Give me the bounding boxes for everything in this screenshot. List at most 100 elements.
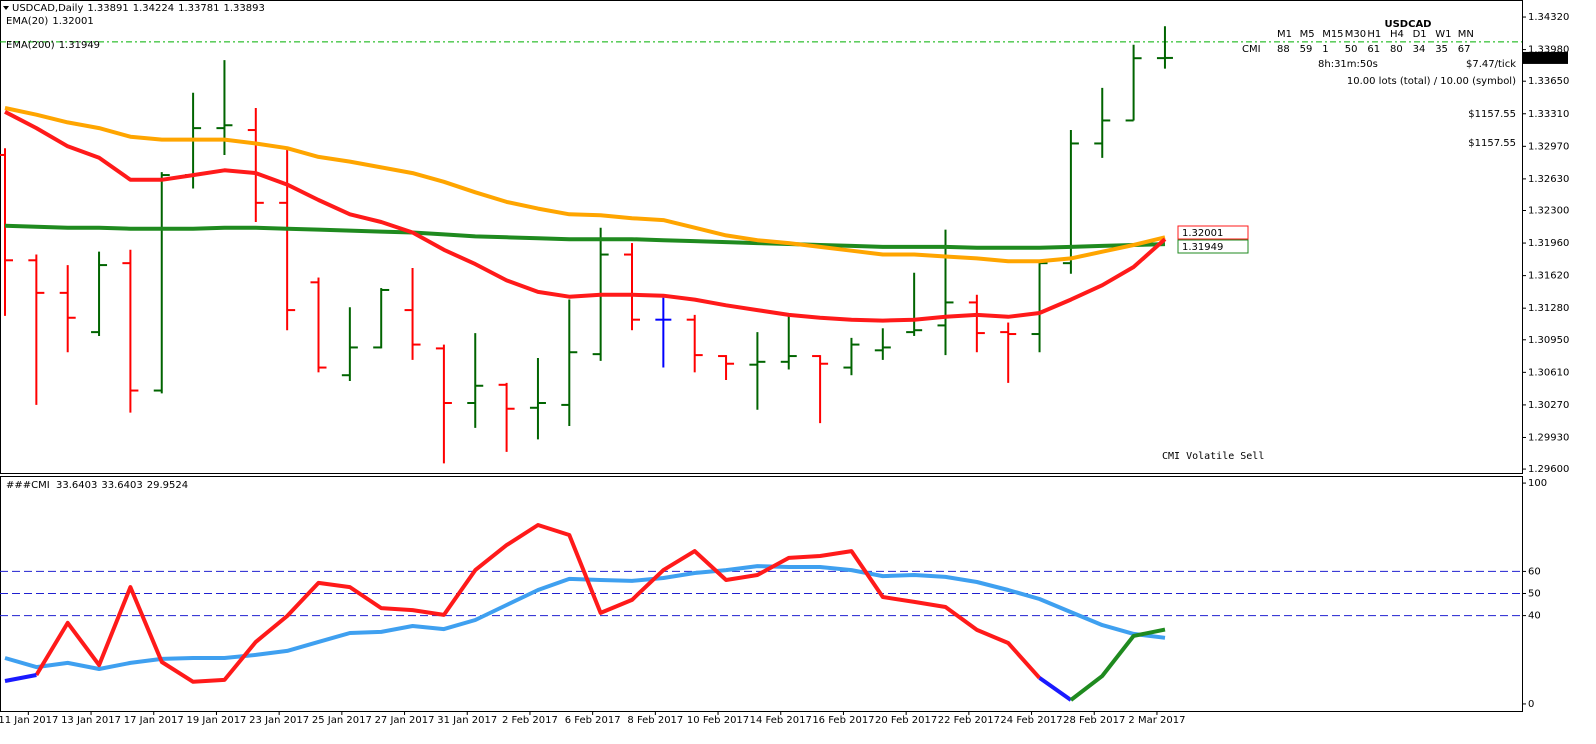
y-tick-label: 1.30950 bbox=[1528, 335, 1569, 346]
x-tick-label: 22 Feb 2017 bbox=[938, 715, 1000, 726]
header-part: 1.34224 bbox=[133, 3, 174, 14]
cmi-label: CMI bbox=[1242, 44, 1261, 55]
x-tick-label: 24 Feb 2017 bbox=[1000, 715, 1062, 726]
ema-value-label: 1.32001 bbox=[1182, 228, 1223, 239]
timeframe-label: M1 bbox=[1277, 29, 1292, 40]
y-tick-label: 1.32300 bbox=[1528, 205, 1569, 216]
x-tick-label: 25 Jan 2017 bbox=[312, 715, 372, 726]
ema-value-box bbox=[1177, 225, 1249, 240]
x-tick-label: 31 Jan 2017 bbox=[437, 715, 497, 726]
symbol-big: USDCAD bbox=[1384, 19, 1431, 30]
timeframe-label: M30 bbox=[1345, 29, 1366, 40]
x-tick-label: 20 Feb 2017 bbox=[875, 715, 937, 726]
indicator-value: 29.9524 bbox=[147, 480, 188, 491]
y-tick-label: 1.29600 bbox=[1528, 464, 1569, 475]
price-panel-frame bbox=[0, 0, 1523, 474]
cmi-line bbox=[4, 673, 1073, 702]
cmi-value: 88 bbox=[1277, 44, 1290, 55]
x-tick-label: 2 Feb 2017 bbox=[502, 715, 558, 726]
y-tick-label: 1.32630 bbox=[1528, 174, 1569, 185]
legend-name: EMA(200) bbox=[6, 40, 55, 51]
y-tick-label: 1.30270 bbox=[1528, 400, 1569, 411]
x-tick-label: 28 Feb 2017 bbox=[1063, 715, 1125, 726]
indicator-title: ###CMI bbox=[6, 480, 50, 491]
x-tick-label: 23 Jan 2017 bbox=[249, 715, 309, 726]
y-tick-label: 1.33650 bbox=[1528, 76, 1569, 87]
price-box-label: 1.33893 bbox=[1526, 53, 1567, 64]
y-tick-label: 0 bbox=[1528, 699, 1534, 710]
x-tick-label: 10 Feb 2017 bbox=[687, 715, 749, 726]
header-part: 1.33893 bbox=[223, 3, 264, 14]
cmi-value: 34 bbox=[1413, 44, 1426, 55]
x-tick-label: 11 Jan 2017 bbox=[0, 715, 58, 726]
ema-line bbox=[4, 106, 1166, 264]
header-part: USDCAD,Daily bbox=[12, 3, 83, 14]
cmi-value: 35 bbox=[1435, 44, 1448, 55]
timeframe-label: H1 bbox=[1367, 29, 1381, 40]
legend-value: 1.32001 bbox=[52, 16, 93, 27]
x-tick-label: 17 Jan 2017 bbox=[124, 715, 184, 726]
y-tick-label: 1.33310 bbox=[1528, 109, 1569, 120]
profit-small: $1157.55 bbox=[1468, 138, 1516, 149]
timeframe-label: MN bbox=[1458, 29, 1474, 40]
timeframe-label: M15 bbox=[1322, 29, 1343, 40]
y-tick-label: 1.32970 bbox=[1528, 141, 1569, 152]
indicator-values: 33.6403 33.6403 29.9524 bbox=[56, 480, 188, 491]
y-tick-label: 1.31620 bbox=[1528, 271, 1569, 282]
timer: 8h:31m:50s bbox=[1318, 59, 1378, 70]
header-part: 1.33891 bbox=[87, 3, 128, 14]
x-tick-label: 2 Mar 2017 bbox=[1128, 715, 1185, 726]
x-tick-label: 6 Feb 2017 bbox=[565, 715, 621, 726]
ema-line bbox=[4, 223, 1166, 250]
cmi-line bbox=[34, 523, 1041, 684]
ema-value-label: 1.31949 bbox=[1182, 242, 1223, 253]
legend-value: 1.31949 bbox=[59, 40, 100, 51]
x-tick-label: 14 Feb 2017 bbox=[750, 715, 812, 726]
lots: 10.00 lots (total) / 10.00 (symbol) bbox=[1347, 76, 1516, 87]
legend-entry: EMA(200) 1.31949 bbox=[6, 40, 100, 51]
cmi-line bbox=[4, 564, 1166, 671]
y-tick-label: 1.29930 bbox=[1528, 432, 1569, 443]
cmi-value: 67 bbox=[1458, 44, 1471, 55]
ema-line bbox=[4, 110, 1167, 323]
timeframe-label: D1 bbox=[1413, 29, 1427, 40]
signal: CMI Volatile Sell bbox=[1162, 451, 1264, 462]
cmi-value: 50 bbox=[1345, 44, 1358, 55]
x-tick-label: 16 Feb 2017 bbox=[812, 715, 874, 726]
menu-triangle bbox=[3, 6, 9, 10]
y-tick-label: 1.31280 bbox=[1528, 303, 1569, 314]
cmi-line bbox=[1069, 627, 1166, 702]
x-tick-label: 19 Jan 2017 bbox=[186, 715, 246, 726]
price-header: USDCAD,Daily 1.33891 1.34224 1.33781 1.33893 bbox=[12, 3, 265, 14]
cmi-value: 59 bbox=[1300, 44, 1313, 55]
timeframe-label: W1 bbox=[1435, 29, 1451, 40]
y-tick-label: 1.34320 bbox=[1528, 12, 1569, 23]
tick-value: $7.47/tick bbox=[1466, 59, 1516, 70]
plot-area: 1.29600 1.29930 1.30270 1.30610 1.30950 1.312… bbox=[0, 3, 1569, 726]
legend-entry: EMA(20) 1.32001 bbox=[6, 16, 94, 27]
x-tick-label: 13 Jan 2017 bbox=[61, 715, 121, 726]
x-tick-label: 27 Jan 2017 bbox=[375, 715, 435, 726]
overlay: M1 M5 M15 M30 H1 H4 D1 W1 MN CMI 88 59 1 50 61 80 34 35 67… bbox=[1162, 19, 1516, 462]
y-tick-label: 40 bbox=[1528, 611, 1541, 622]
y-tick-label: 100 bbox=[1528, 478, 1547, 489]
cmi-value: 61 bbox=[1367, 44, 1380, 55]
cmi-value: 80 bbox=[1390, 44, 1403, 55]
indicator-value: 33.6403 bbox=[101, 480, 142, 491]
x-tick-label: 8 Feb 2017 bbox=[627, 715, 683, 726]
y-tick-label: 1.31960 bbox=[1528, 238, 1569, 249]
legend-name: EMA(20) bbox=[6, 16, 48, 27]
y-tick-label: 1.30610 bbox=[1528, 367, 1569, 378]
header-part: 1.33781 bbox=[178, 3, 219, 14]
price-box bbox=[1522, 51, 1568, 64]
profit: $1157.55 bbox=[1468, 109, 1516, 120]
y-tick-label: 50 bbox=[1528, 589, 1541, 600]
timeframe-label: M5 bbox=[1300, 29, 1315, 40]
indicator-value: 33.6403 bbox=[56, 480, 97, 491]
ema-value-box bbox=[1177, 239, 1249, 254]
y-tick-label: 60 bbox=[1528, 566, 1541, 577]
timeframe-label: H4 bbox=[1390, 29, 1404, 40]
